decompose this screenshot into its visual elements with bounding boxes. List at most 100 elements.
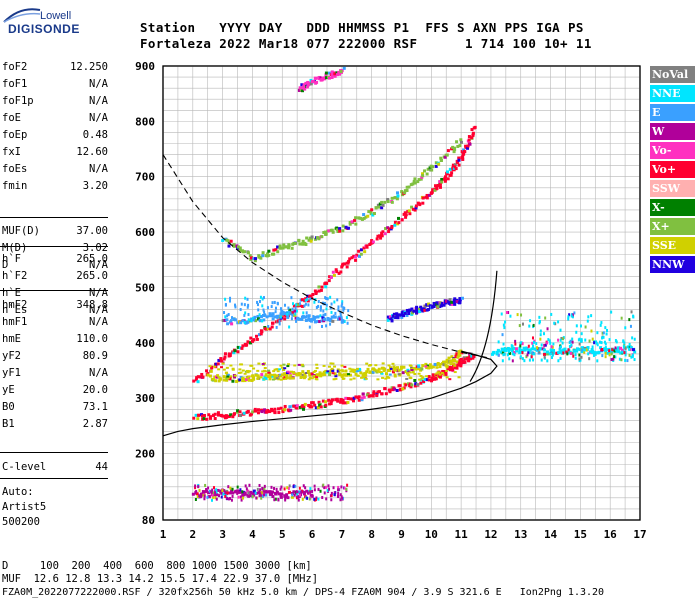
echo-point (467, 138, 471, 142)
echo-point (412, 309, 416, 313)
echo-point (262, 493, 265, 497)
echo-point (227, 485, 230, 489)
echo-point (261, 363, 265, 366)
echo-point (562, 337, 565, 341)
echo-point (371, 213, 375, 217)
echo-point (272, 248, 276, 252)
echo-point (324, 296, 327, 300)
echo-point (247, 375, 251, 378)
echo-point (440, 304, 444, 308)
echo-point (354, 255, 358, 259)
echo-point (413, 372, 417, 375)
echo-point (238, 378, 242, 382)
echo-point (268, 410, 272, 414)
echo-point (239, 490, 243, 494)
echo-point (253, 407, 257, 411)
echo-point (310, 405, 314, 409)
echo-point (539, 337, 542, 341)
echo-point (263, 408, 267, 412)
echo-point (459, 349, 463, 353)
echo-point (620, 358, 623, 362)
echo-point (505, 311, 508, 315)
echo-point (333, 315, 337, 319)
echo-point (203, 490, 206, 494)
echo-point (325, 485, 328, 489)
echo-point (603, 347, 606, 351)
echo-point (364, 377, 368, 380)
echo-point (460, 296, 464, 300)
file-info-row: FZA0M_2022077222000.RSF / 320fx256h 50 k… (2, 587, 605, 598)
echo-point (236, 485, 239, 489)
echo-point (241, 319, 245, 323)
echo-point (291, 377, 295, 380)
echo-point (236, 491, 239, 495)
echo-point (301, 407, 305, 411)
echo-point (282, 369, 286, 372)
header-labels: Station YYYY DAY DDD HHMMSS P1 FFS S AXN… (140, 20, 584, 35)
echo-point (296, 303, 300, 307)
echo-point (230, 322, 234, 326)
echo-point (626, 359, 629, 363)
echo-point (446, 360, 450, 364)
echo-point (386, 197, 390, 201)
echo-point (584, 325, 587, 329)
echo-point (203, 494, 206, 498)
echo-point (452, 357, 456, 361)
echo-point (202, 417, 206, 421)
echo-point (572, 354, 575, 358)
echo-point (287, 490, 291, 494)
param-hmf2: hmF2 348.8 (2, 296, 108, 314)
echo-point (364, 215, 368, 219)
echo-point (633, 358, 636, 362)
echo-point (304, 302, 307, 306)
param-name: C-level (2, 461, 47, 473)
echo-point (511, 344, 514, 348)
echo-point (198, 488, 201, 492)
echo-point (264, 376, 268, 380)
param-foe: foE N/A (2, 109, 108, 127)
echo-point (380, 200, 384, 204)
echo-point (238, 368, 242, 371)
echo-point (417, 364, 421, 368)
echo-point (568, 313, 571, 317)
echo-point (500, 347, 503, 351)
echo-point (511, 359, 514, 363)
echo-point (532, 358, 535, 362)
echo-point (434, 377, 438, 381)
echo-point (614, 346, 617, 350)
echo-point (246, 320, 250, 324)
echo-point (371, 394, 375, 398)
echo-point (273, 315, 277, 319)
echo-point (271, 312, 275, 316)
echo-point (205, 417, 209, 421)
echo-point (283, 303, 286, 307)
echo-point (291, 311, 295, 315)
echo-point (612, 357, 615, 361)
echo-point (382, 369, 386, 373)
echo-point (459, 362, 463, 366)
echo-point (296, 317, 299, 321)
echo-point (512, 350, 516, 354)
echo-point (286, 370, 290, 373)
echo-point (393, 387, 397, 391)
echo-point (249, 336, 253, 340)
echo-point (512, 346, 516, 350)
echo-point (256, 369, 260, 372)
echo-point (332, 486, 335, 490)
echo-point (342, 373, 346, 377)
echo-point (435, 372, 439, 375)
echo-point (267, 249, 271, 253)
echo-point (252, 338, 256, 342)
echo-point (397, 368, 401, 372)
echo-point (259, 314, 263, 318)
echo-point (594, 351, 598, 355)
echo-point (220, 495, 223, 499)
echo-point (447, 356, 451, 360)
echo-point (591, 349, 595, 353)
echo-point (330, 398, 334, 402)
echo-point (194, 486, 197, 490)
echo-point (438, 373, 442, 376)
echo-point (319, 306, 322, 310)
echo-point (260, 373, 264, 377)
echo-point (211, 493, 214, 497)
